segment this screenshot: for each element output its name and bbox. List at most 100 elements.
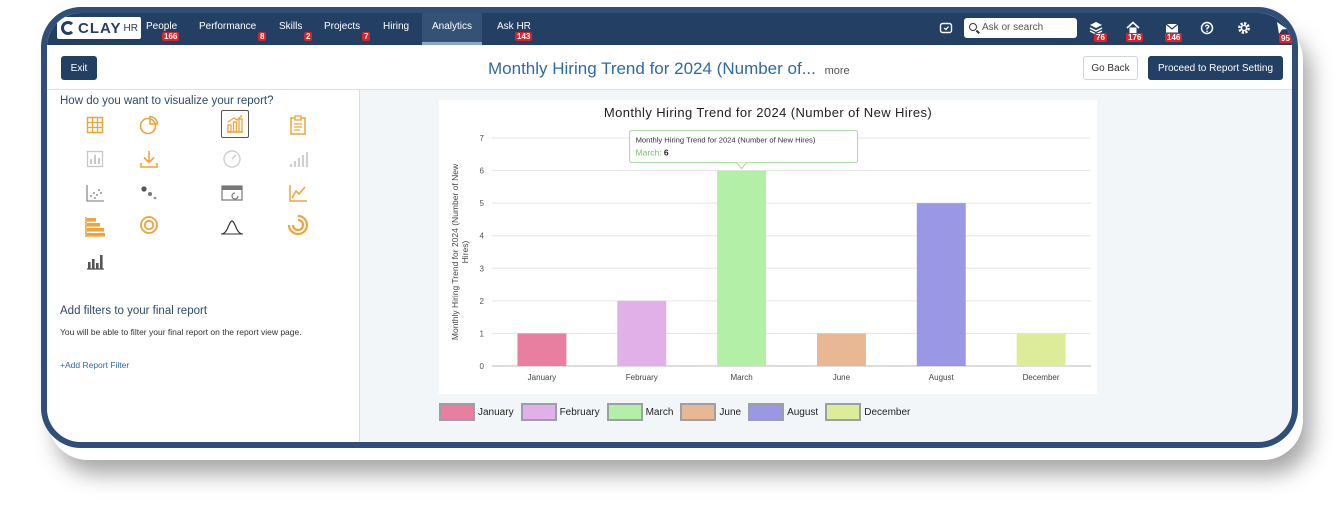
clock-icon[interactable] [939, 21, 953, 35]
legend-swatch [520, 403, 557, 421]
search-input[interactable]: Ask or search [964, 18, 1077, 38]
user-count-badge: 95 [1279, 34, 1292, 43]
y-tick-label: 0 [480, 362, 485, 371]
bar-december [1016, 333, 1066, 366]
nav-analytics-label: Analytics [432, 21, 473, 32]
go-back-button[interactable]: Go Back [1083, 56, 1138, 80]
legend-item-august[interactable]: August [748, 401, 818, 423]
legend-swatch [680, 403, 717, 421]
chart-title: Monthly Hiring Trend for 2024 (Number of… [604, 105, 932, 120]
bar-august [916, 203, 966, 366]
exit-button[interactable]: Exit [61, 56, 97, 80]
chart-legend: January February March June August December [439, 401, 912, 423]
download-icon[interactable] [136, 146, 162, 172]
nav-analytics[interactable]: Analytics [422, 13, 483, 45]
people-count-badge: 166 [162, 32, 180, 41]
legend-item-june[interactable]: June [680, 401, 741, 423]
search-icon [969, 23, 977, 31]
search-placeholder: Ask or search [982, 22, 1044, 33]
legend-item-january[interactable]: January [439, 401, 514, 423]
gear-icon[interactable] [1237, 21, 1251, 35]
tooltip-title: Monthly Hiring Trend for 2024 (Number of… [636, 136, 816, 145]
tooltip-label: March: 6 [636, 148, 669, 158]
bar-march [717, 170, 767, 366]
x-tick-label: February [626, 373, 658, 382]
y-tick-label: 3 [480, 264, 485, 273]
legend-swatch [825, 403, 862, 421]
bar-january [517, 333, 567, 366]
pie-chart-icon[interactable] [136, 112, 162, 138]
bar-chart-icon[interactable] [221, 110, 249, 138]
legend-item-december[interactable]: December [825, 401, 910, 423]
x-tick-label: March [730, 373, 752, 382]
tooltip-box [629, 130, 859, 164]
histogram-icon[interactable] [82, 248, 108, 274]
donut-chart-icon[interactable] [136, 212, 162, 238]
add-report-filter-link[interactable]: +Add Report Filter [60, 360, 130, 370]
proceed-to-report-setting-button[interactable]: Proceed to Report Setting [1148, 56, 1283, 80]
logo-mark-icon [61, 21, 75, 35]
report-title: Monthly Hiring Trend for 2024 (Number of… [488, 59, 850, 79]
bell-curve-icon[interactable] [219, 214, 245, 240]
nav-skills[interactable]: Skills [279, 13, 302, 45]
nav-ask-hr[interactable]: Ask HR [497, 13, 531, 45]
app-window: CLAY HR People 166 Performance 8 Skills … [41, 7, 1298, 448]
user-menu-icon[interactable] [1275, 21, 1289, 35]
line-chart-icon[interactable] [285, 180, 311, 206]
filters-description: You will be able to filter your final re… [60, 327, 302, 337]
y-tick-label: 7 [480, 134, 485, 143]
x-tick-label: December [1023, 373, 1060, 382]
performance-count-badge: 8 [258, 32, 267, 41]
clayhr-logo[interactable]: CLAY HR [57, 17, 141, 39]
logo-hr-text: HR [123, 22, 138, 34]
nav-people[interactable]: People [146, 13, 177, 45]
legend-label: February [559, 406, 600, 418]
mail-count-badge: 146 [1165, 33, 1183, 42]
x-tick-label: June [833, 373, 851, 382]
home-icon[interactable] [1126, 21, 1140, 35]
y-tick-label: 1 [480, 329, 485, 338]
nav-skills-label: Skills [279, 21, 303, 32]
mail-icon[interactable] [1165, 21, 1179, 35]
y-axis-label: Monthly Hiring Trend for 2024 (Number of… [450, 163, 470, 340]
legend-swatch [439, 403, 475, 421]
help-icon[interactable] [1200, 21, 1214, 35]
legend-label: August [787, 406, 819, 418]
report-clipboard-icon[interactable] [285, 112, 311, 138]
nav-performance-label: Performance [199, 21, 257, 32]
radial-bar-chart-icon[interactable] [285, 212, 311, 238]
nav-performance[interactable]: Performance [199, 13, 256, 45]
filters-heading: Add filters to your final report [60, 305, 208, 317]
y-tick-label: 2 [480, 297, 485, 306]
visualization-panel: How do you want to visualize your report… [47, 90, 360, 442]
top-navigation: CLAY HR People 166 Performance 8 Skills … [47, 13, 1292, 45]
table-chart-icon[interactable] [82, 112, 108, 138]
y-tick-label: 6 [480, 167, 485, 176]
nav-hiring-label: Hiring [383, 21, 410, 32]
tasks-count-badge: 76 [1094, 33, 1107, 42]
legend-swatch [606, 403, 643, 421]
nav-hiring[interactable]: Hiring [383, 13, 409, 45]
card-chart-icon[interactable] [219, 180, 245, 206]
nav-projects-label: Projects [324, 21, 361, 32]
legend-label: June [719, 406, 742, 418]
report-title-more-link[interactable]: more [824, 65, 850, 77]
scatter-plot-icon[interactable] [82, 180, 108, 206]
horizontal-bar-chart-icon[interactable] [82, 214, 108, 240]
column-chart-icon[interactable] [82, 146, 108, 172]
gauge-icon[interactable] [219, 146, 245, 172]
nav-projects[interactable]: Projects [324, 13, 360, 45]
nav-ask-hr-label: Ask HR [497, 21, 531, 32]
hiring-trend-chart: Monthly Hiring Trend for 2024 (Number of… [450, 105, 1091, 382]
legend-item-february[interactable]: February [520, 401, 600, 423]
legend-item-march[interactable]: March [606, 401, 673, 423]
signal-bars-icon[interactable] [285, 146, 311, 172]
y-tick-label: 5 [480, 199, 485, 208]
y-tick-label: 4 [480, 232, 485, 241]
projects-count-badge: 7 [362, 32, 371, 41]
bar-february [617, 300, 667, 366]
logo-text: CLAY [78, 19, 122, 37]
x-tick-label: August [929, 373, 955, 382]
home-count-badge: 176 [1126, 33, 1144, 42]
bubble-chart-icon[interactable] [136, 180, 162, 206]
